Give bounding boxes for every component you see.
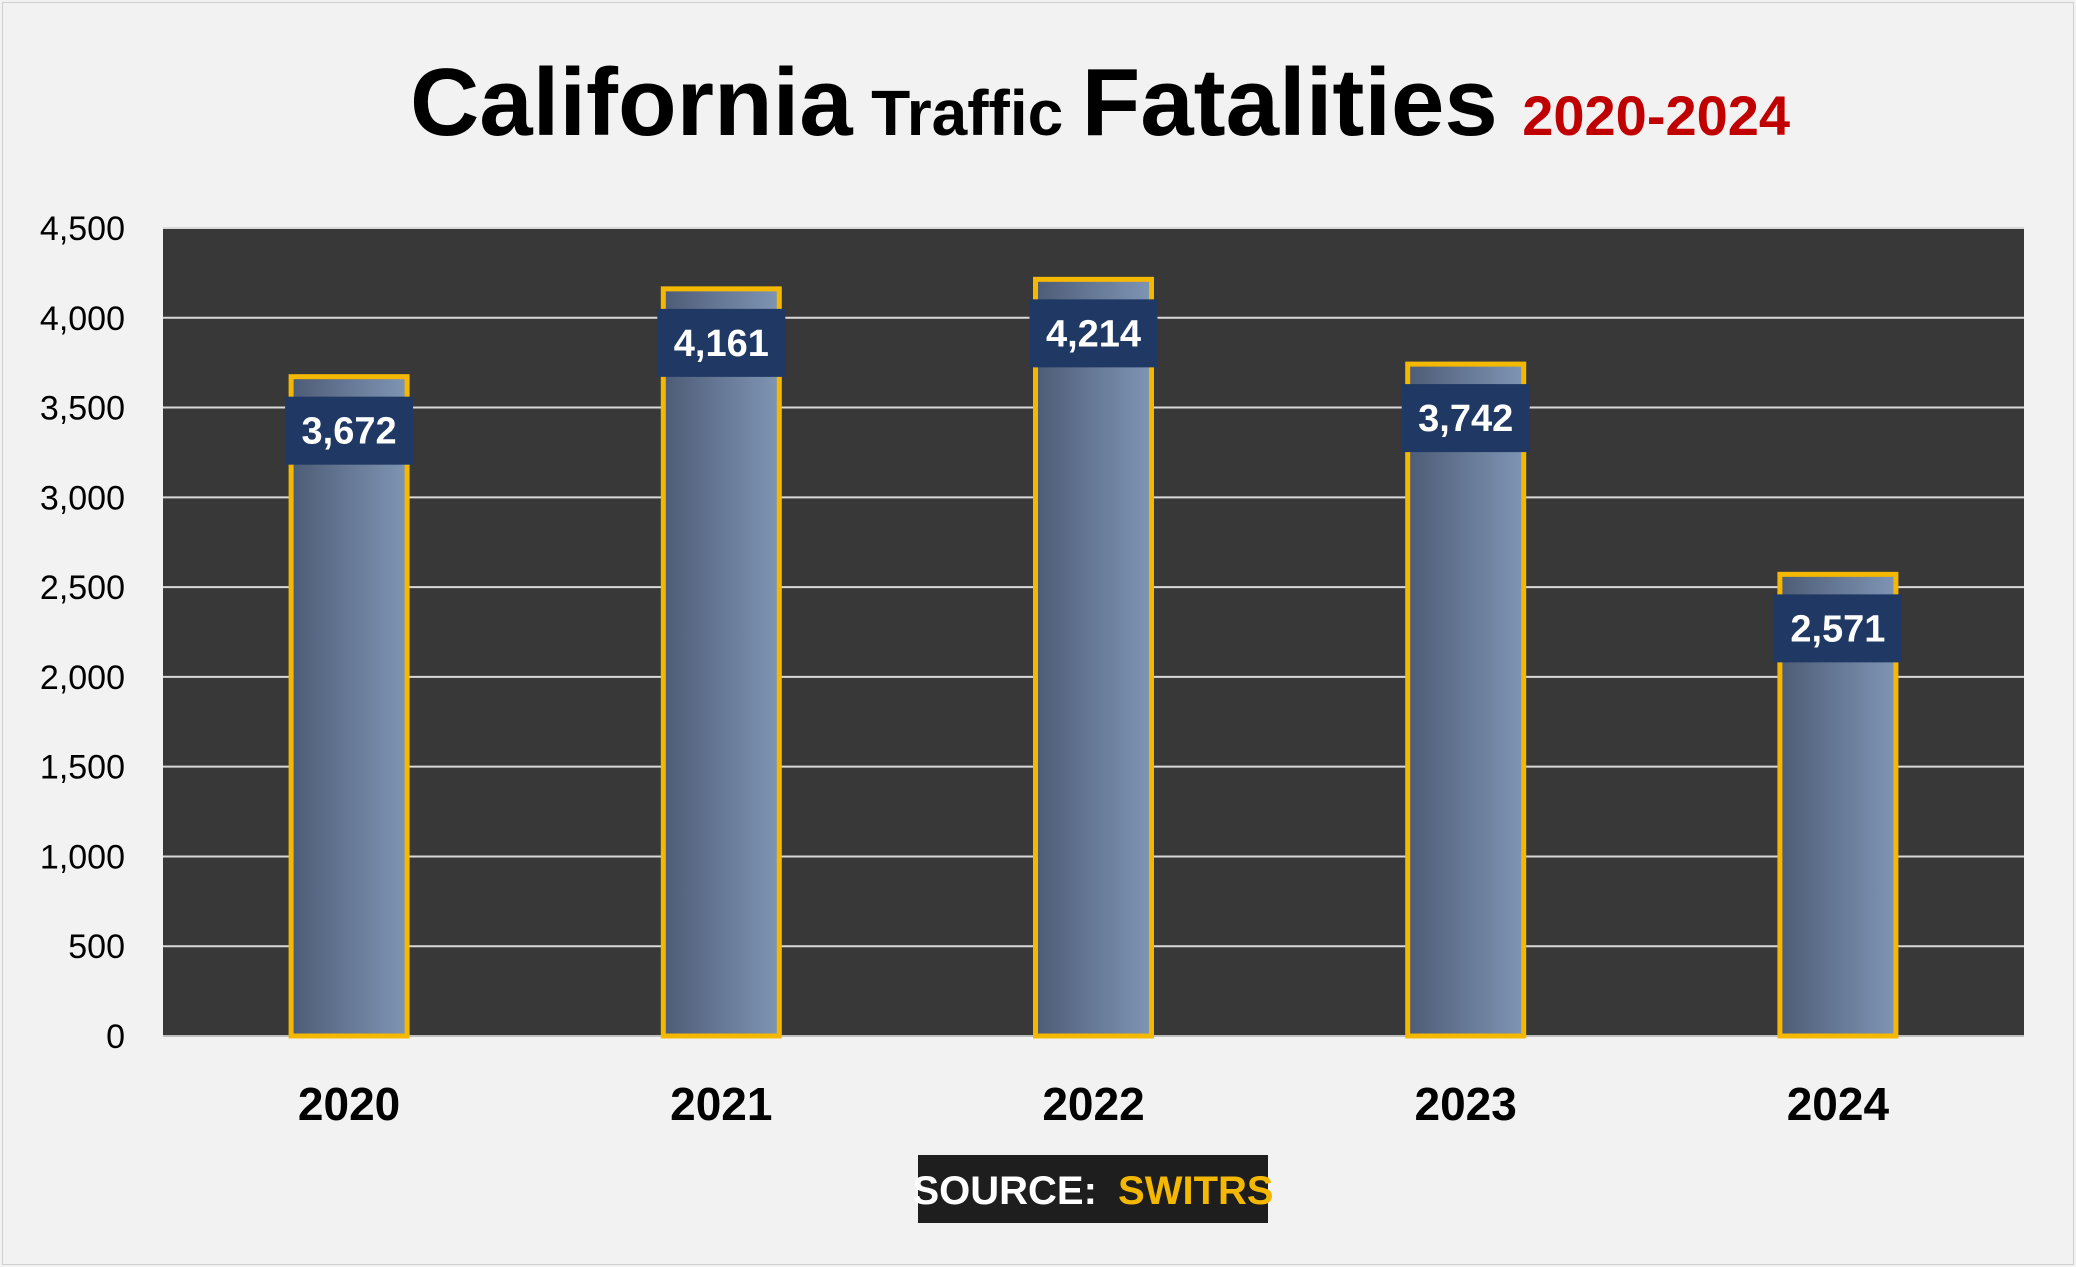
x-tick-label: 2023: [1415, 1078, 1517, 1130]
title-fatalities: Fatalities: [1082, 49, 1498, 156]
title-years: 2020-2024: [1522, 84, 1790, 147]
y-tick-label: 1,000: [40, 838, 125, 876]
x-tick-label: 2021: [670, 1078, 772, 1130]
data-label-2020: 3,672: [302, 411, 397, 453]
y-tick-label: 4,000: [40, 300, 125, 338]
source-text: SOURCE: SWITRS: [912, 1169, 1273, 1213]
y-tick-label: 0: [106, 1018, 125, 1056]
data-label-2024: 2,571: [1790, 608, 1885, 650]
bar-2021: [660, 286, 782, 1039]
data-label-box: [1029, 299, 1158, 368]
bars: [288, 276, 1899, 1039]
data-label-box: [1773, 594, 1902, 663]
x-tick-label: 2020: [298, 1078, 400, 1130]
bar-2023: [1405, 361, 1527, 1039]
chart-title: California Traffic Fatalities 2020-2024: [410, 49, 1790, 156]
bar-2022: [1033, 276, 1154, 1039]
data-label-2023: 3,742: [1418, 398, 1513, 440]
source-box: [918, 1155, 1268, 1223]
x-tick-label: 2024: [1787, 1078, 1890, 1130]
data-label-box: [285, 396, 414, 465]
data-label-box: [657, 308, 786, 377]
source-label: SOURCE:: [912, 1169, 1096, 1213]
y-tick-label: 2,000: [40, 659, 125, 697]
title-california: California: [410, 49, 853, 156]
data-label-2021: 4,161: [674, 323, 769, 365]
x-axis: 2020 2021 2022 2023 2024: [298, 1078, 1890, 1130]
data-label-box: [1401, 384, 1530, 453]
y-tick-label: 3,500: [40, 390, 125, 428]
title-traffic: Traffic: [871, 77, 1063, 149]
data-labels: 3,672 4,161 4,214 3,742 2,571: [285, 299, 1902, 663]
y-tick-label: 500: [68, 928, 125, 966]
data-label-2022: 4,214: [1046, 313, 1141, 355]
y-tick-label: 1,500: [40, 749, 125, 787]
y-axis: 0 500 1,000 1,500 2,000 2,500 3,000 3,500 4,000 4…: [40, 210, 125, 1056]
bar-2020: [288, 374, 410, 1039]
x-tick-label: 2022: [1042, 1078, 1144, 1130]
y-tick-label: 2,500: [40, 569, 125, 607]
source-value: SWITRS: [1118, 1169, 1274, 1213]
y-tick-label: 4,500: [40, 210, 125, 248]
y-tick-label: 3,000: [40, 479, 125, 517]
